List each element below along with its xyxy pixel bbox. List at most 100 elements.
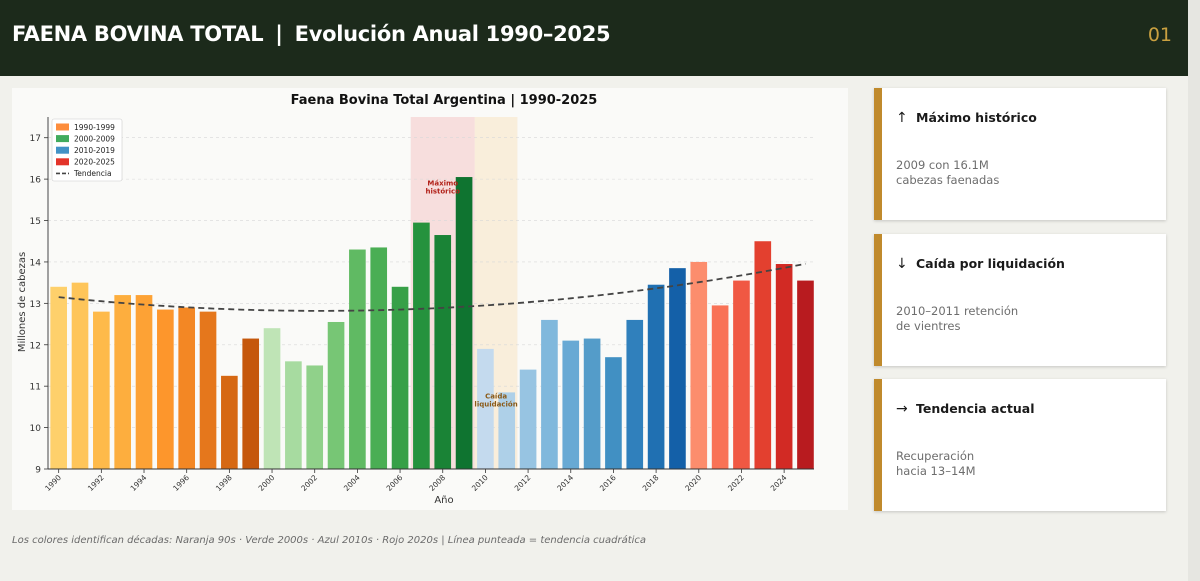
bar	[605, 357, 622, 469]
x-tick-label: 2016	[598, 473, 618, 493]
bar	[477, 348, 494, 469]
arrow-up-icon: ↑	[896, 110, 908, 126]
title-separator: |	[275, 22, 283, 46]
x-tick-label: 2006	[385, 473, 405, 493]
bar	[669, 268, 686, 469]
chart-title: Faena Bovina Total Argentina | 1990-2025	[291, 93, 598, 108]
x-tick-label: 2010	[470, 473, 490, 493]
annotation-line: liquidación	[474, 401, 517, 409]
bar	[370, 247, 388, 469]
x-tick-label: 2012	[513, 473, 533, 493]
bar	[562, 340, 580, 469]
x-tick-label: 1990	[43, 473, 63, 493]
bar	[754, 241, 772, 469]
card-title: Tendencia actual	[916, 401, 1035, 416]
x-tick-label: 1996	[171, 473, 191, 493]
bar	[797, 280, 814, 469]
card-maximo: ↑ Máximo histórico 2009 con 16.1M cabezas…	[874, 88, 1166, 220]
y-tick-label: 13	[30, 300, 41, 310]
bar-chart: Máximo histórico Caída liquidación 9 10 11 12 1…	[17, 93, 814, 506]
bar	[775, 264, 793, 469]
x-tick-label: 2000	[257, 473, 277, 493]
bar	[690, 261, 708, 469]
x-tick-label: 2002	[299, 473, 319, 493]
legend: 1990-1999 2000-2009 2010-2019 2020-2025 Tend…	[51, 118, 123, 182]
bar	[626, 319, 644, 469]
y-tick-label: 15	[30, 217, 41, 227]
x-axis-label: Año	[434, 495, 453, 506]
bar	[455, 177, 473, 469]
bar	[306, 365, 324, 469]
bar	[349, 249, 366, 469]
page-number: 01	[1147, 24, 1172, 46]
x-tick-label: 1992	[86, 473, 106, 493]
card-line: Recuperación	[896, 449, 975, 463]
y-tick-label: 16	[30, 176, 42, 186]
y-tick-label: 17	[30, 134, 41, 144]
header-bar: FAENA BOVINA TOTAL | Evolución Anual 1990–…	[0, 0, 1188, 76]
x-tick-label: 1998	[214, 473, 234, 493]
legend-swatch	[56, 158, 69, 166]
legend-label: 2010-2019	[74, 146, 115, 155]
annotation-line: Caída	[485, 393, 507, 401]
bar	[498, 392, 516, 469]
y-tick-label: 12	[30, 341, 41, 351]
x-tick-label: 2024	[769, 473, 789, 493]
bar	[647, 284, 665, 469]
x-tick-label: 2014	[555, 473, 575, 493]
x-tick-label: 2008	[427, 473, 447, 493]
page-title: FAENA BOVINA TOTAL | Evolución Anual 1990–…	[12, 22, 611, 46]
card-body: Recuperación hacia 13–14M	[896, 449, 1156, 479]
legend-swatch	[56, 123, 69, 131]
legend-label: 2020-2025	[74, 158, 115, 167]
card-title: Caída por liquidación	[916, 256, 1065, 271]
bar	[221, 375, 238, 469]
bar	[285, 361, 302, 469]
x-tick-label: 1994	[129, 473, 149, 493]
y-tick-label: 14	[30, 258, 42, 268]
title-right: Evolución Anual 1990–2025	[294, 22, 611, 46]
y-tick-label: 10	[30, 424, 42, 434]
bar	[135, 295, 153, 469]
card-heading: ↓ Caída por liquidación	[896, 256, 1065, 272]
card-heading: → Tendencia actual	[896, 401, 1035, 417]
bar	[199, 311, 217, 469]
card-tendencia: → Tendencia actual Recuperación hacia 13–…	[874, 379, 1166, 511]
bar	[711, 305, 729, 469]
bar	[391, 286, 409, 469]
footer-note: Los colores identifican décadas: Naranja…	[12, 535, 647, 546]
y-tick-label: 9	[35, 466, 41, 476]
legend-label: 1990-1999	[74, 123, 115, 132]
legend-box	[51, 118, 123, 182]
bar	[242, 338, 260, 469]
card-line: cabezas faenadas	[896, 173, 1000, 187]
card-heading: ↑ Máximo histórico	[896, 110, 1037, 126]
arrow-right-icon: →	[896, 401, 908, 417]
y-axis-label: Millones de cabezas	[17, 252, 28, 352]
annotation-label: Máximo histórico	[425, 179, 460, 195]
bar	[583, 338, 601, 469]
y-tick-label: 11	[30, 383, 41, 393]
trend-line	[58, 262, 806, 312]
annotation-label: Caída liquidación	[474, 393, 517, 409]
bar	[733, 280, 750, 469]
card-caida: ↓ Caída por liquidación 2010–2011 retenci…	[874, 234, 1166, 366]
bar	[50, 286, 67, 469]
x-tick-label: 2004	[342, 473, 362, 493]
bar	[413, 222, 430, 469]
arrow-down-icon: ↓	[896, 256, 908, 272]
bar	[263, 328, 281, 469]
vertical-scrollbar[interactable]	[1188, 0, 1200, 581]
bar	[114, 295, 132, 469]
bar	[178, 307, 196, 469]
bar	[327, 321, 345, 469]
x-tick-label: 2020	[683, 473, 703, 493]
annotation-line: Máximo	[427, 179, 458, 187]
bar	[71, 282, 89, 469]
card-body: 2010–2011 retención de vientres	[896, 304, 1156, 334]
legend-label: 2000-2009	[74, 134, 115, 143]
card-body: 2009 con 16.1M cabezas faenadas	[896, 158, 1156, 188]
bar	[541, 319, 558, 469]
bars	[50, 177, 814, 469]
card-line: 2009 con 16.1M	[896, 158, 989, 172]
